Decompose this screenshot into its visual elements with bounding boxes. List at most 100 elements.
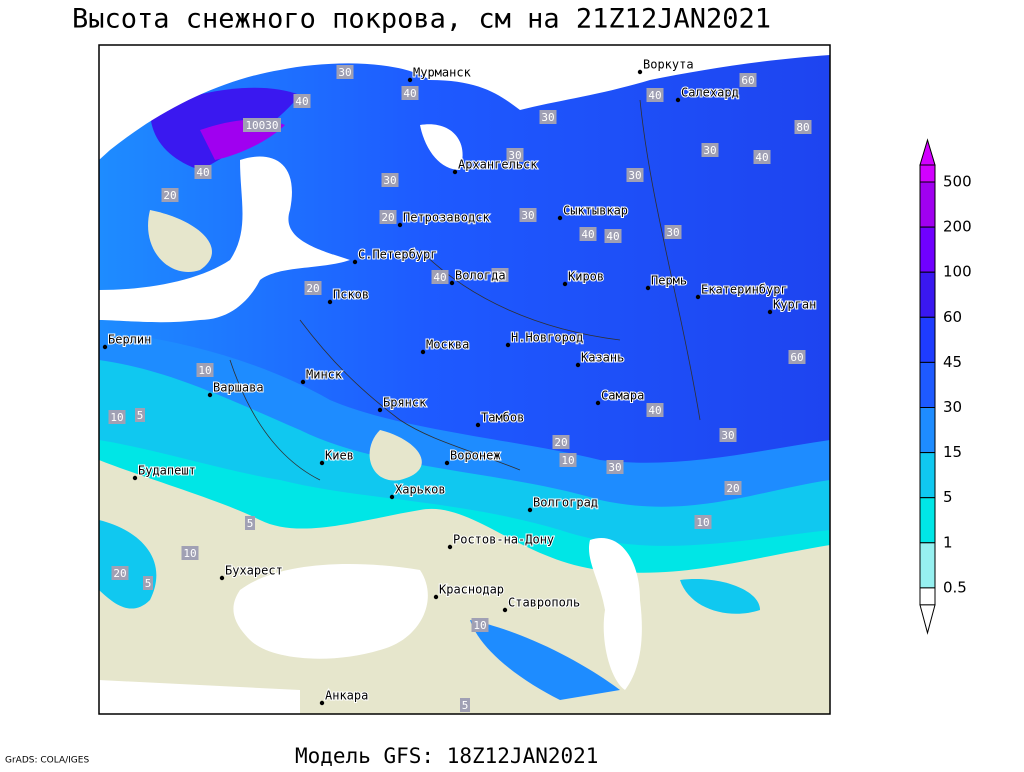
contour-label-box (664, 225, 682, 239)
contour-label: 20 (554, 436, 567, 449)
contour-label-box (161, 188, 179, 202)
city-label: Самара (601, 389, 644, 403)
city-dot (407, 77, 413, 83)
credit: GrADS: COLA/IGES (5, 756, 89, 766)
contour-label: 40 (648, 404, 661, 417)
contour-label-box (336, 65, 354, 79)
city-dot (132, 475, 138, 481)
city-label: Воронеж (450, 449, 501, 463)
contour-label: 30 (508, 149, 521, 162)
contour-label: 40 (648, 89, 661, 102)
contour-label: 30 (721, 429, 734, 442)
snow-patch (99, 520, 157, 609)
contour-label: 10 (183, 547, 196, 560)
city-dot (377, 407, 383, 413)
contour-label: 20 (306, 282, 319, 295)
contour-label: 40 (403, 87, 416, 100)
city-label: Курган (773, 298, 816, 312)
contour-label: 40 (755, 151, 768, 164)
city-dot (447, 544, 453, 550)
contour-label-box (519, 208, 537, 222)
city-dot (505, 342, 511, 348)
legend-swatch (919, 542, 936, 589)
contour-label: 40 (196, 166, 209, 179)
city-dot (575, 362, 581, 368)
city-label: Екатеринбург (701, 283, 788, 297)
legend-label: 500 (943, 173, 972, 191)
city-label: Мурманск (413, 66, 472, 80)
contour-label: 40 (433, 271, 446, 284)
city-label: Пермь (651, 274, 687, 288)
city-label: Харьков (395, 483, 446, 497)
city-dot (527, 507, 533, 513)
contour-label: 5 (145, 577, 152, 590)
white-sea (420, 124, 463, 170)
contour-label: 10030 (245, 119, 278, 132)
map-area (99, 45, 830, 714)
legend-swatch (919, 604, 936, 635)
city-label: Бухарест (225, 564, 283, 578)
contour-label: 80 (796, 121, 809, 134)
contour-label-box (245, 516, 255, 530)
city-label: Варшава (213, 381, 264, 395)
legend-swatch (919, 138, 936, 166)
black-sea (233, 564, 428, 659)
city-label: Волгоград (533, 496, 598, 510)
contour-label-box (379, 210, 397, 224)
city-label: Тамбов (481, 411, 524, 425)
city-dot (219, 575, 225, 581)
contour-label: 30 (703, 144, 716, 157)
contour-label-box (788, 350, 806, 364)
city-dot (300, 379, 306, 385)
border-line (229, 99, 701, 481)
city-dot (433, 594, 439, 600)
city-label: Минск (306, 368, 343, 382)
city-dot (502, 607, 508, 613)
legend-swatch (919, 452, 936, 499)
legend-swatch (919, 226, 936, 273)
contour-label: 5 (247, 517, 254, 530)
contour-label: 40 (581, 228, 594, 241)
city-label: Киров (568, 270, 604, 284)
contour-label-box (753, 150, 771, 164)
snow-patch (680, 579, 760, 614)
contour-label: 10 (473, 619, 486, 632)
baltic-sea (99, 156, 350, 323)
contour-label: 10 (110, 411, 123, 424)
contour-label: 10 (696, 516, 709, 529)
contour-label-box (794, 120, 812, 134)
city-dot (102, 344, 108, 350)
legend-swatch (919, 587, 936, 606)
city-label: Ставрополь (508, 596, 580, 610)
legend-label: 45 (943, 353, 962, 371)
city-dot (319, 460, 325, 466)
city-label: Брянск (383, 396, 427, 410)
map-frame (98, 44, 831, 715)
city-label: Воркута (643, 58, 694, 72)
city-label: Киев (325, 449, 354, 463)
contour-label: 20 (726, 482, 739, 495)
city-label: Сыктывкар (563, 204, 628, 218)
contour-label: 20 (163, 189, 176, 202)
legend-swatch (919, 271, 936, 318)
model-label: Модель GFS: 18Z12JAN2021 (295, 744, 598, 768)
city-label: С.Петербург (358, 248, 437, 262)
contour-label-box (243, 118, 281, 132)
legend-label: 5 (943, 488, 953, 506)
city-dot (389, 494, 395, 500)
bare-land (369, 430, 422, 481)
contour-label-box (460, 698, 470, 712)
city-dot (645, 285, 651, 291)
contour-label-box (304, 281, 322, 295)
contour-label-box (143, 576, 153, 590)
caspian-sea (588, 538, 642, 690)
city-dot (444, 460, 450, 466)
contour-label-box (626, 168, 644, 182)
contour-label-box (381, 173, 399, 187)
contour-label: 30 (521, 209, 534, 222)
city-dot (557, 215, 563, 221)
contour-label: 30 (383, 174, 396, 187)
city-dot (595, 400, 601, 406)
contour-label-box (491, 268, 509, 282)
contour-label: 30 (338, 66, 351, 79)
